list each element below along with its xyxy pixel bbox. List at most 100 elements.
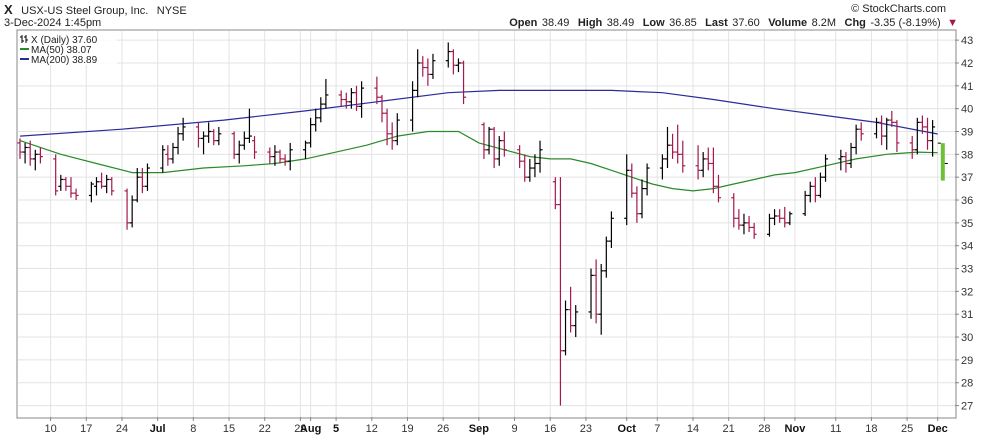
ohlc-bar (303, 140, 309, 159)
ohlc-bar (104, 174, 110, 194)
ohlc-bar (394, 113, 400, 146)
y-tick-label: 34 (961, 241, 973, 253)
ohlc-bar (338, 90, 344, 107)
ohlc-bar (838, 149, 844, 171)
legend-item-ma200: MA(200) 38.89 (20, 55, 98, 66)
ohlc-bar (73, 188, 79, 201)
quote-summary: Open 38.49 High 38.49 Low 36.85 Last 37.… (509, 13, 958, 30)
open-value: 38.49 (542, 17, 570, 29)
ohlc-bar (930, 120, 936, 157)
x-tick-label: Jul (150, 423, 166, 435)
y-tick-label: 27 (961, 401, 973, 413)
legend-item-ma50: MA(50) 38.07 (20, 45, 92, 56)
high-value: 38.49 (607, 17, 635, 29)
ohlc-bar (252, 136, 258, 159)
ohlc-bar (894, 120, 900, 153)
ohlc-bar (241, 131, 247, 150)
ohlc-bar (486, 126, 492, 155)
ohlc-bar (919, 115, 925, 134)
ohlc-bar (751, 222, 757, 239)
ohlc-bar (323, 78, 329, 109)
ohlc-bar (17, 138, 23, 159)
ohlc-bar (415, 49, 421, 98)
ohlc-bar (731, 193, 737, 228)
ohlc-bar (843, 152, 849, 173)
ohlc-bar (410, 81, 416, 132)
ohlc-bar (195, 122, 201, 148)
ohlc-bar (782, 206, 788, 228)
ohlc-bar (680, 140, 686, 173)
ohlc-bar (608, 211, 614, 248)
ma50-layer (19, 130, 938, 192)
ohlc-bar (889, 110, 895, 127)
x-tick-label: 29 (294, 423, 306, 435)
y-tick-label: 39 (961, 126, 973, 138)
ohlc-bar (766, 213, 772, 237)
volume-value: 8.2M (812, 17, 836, 29)
ohlc-bar (144, 163, 150, 191)
ohlc-bar (231, 131, 237, 159)
ohlc-bar (736, 209, 742, 230)
y-tick-label: 30 (961, 332, 973, 344)
low-value: 36.85 (669, 17, 697, 29)
ohlc-bar (379, 94, 385, 123)
high-label: High (578, 17, 603, 29)
x-tick-label: 7 (654, 423, 660, 435)
ticker-symbol: X (4, 2, 13, 17)
ohlc-bars (17, 42, 948, 406)
ohlc-bar (134, 168, 140, 203)
x-tick-label: 8 (190, 423, 196, 435)
ohlc-bar (175, 126, 181, 155)
ohlc-bar (715, 174, 721, 203)
ohlc-bar (170, 142, 176, 164)
y-tick-label: 38 (961, 149, 973, 161)
ohlc-bar (629, 163, 635, 198)
ohlc-bar (461, 60, 467, 105)
ohlc-bar (216, 126, 222, 146)
ohlc-bar (563, 300, 569, 356)
ohlc-bar (201, 131, 207, 155)
ohlc-bar (879, 115, 885, 146)
ohlc-bar (874, 117, 880, 139)
ohlc-bar (124, 188, 130, 230)
y-tick-label: 28 (961, 378, 973, 390)
y-tick-label: 36 (961, 195, 973, 207)
ohlc-bar (246, 108, 252, 143)
ohlc-bar (318, 97, 324, 123)
ohlc-bar (787, 211, 793, 226)
ohlc-bar (68, 177, 74, 198)
legend-item-price: X (Daily) 37.60 (20, 35, 98, 46)
chg-label: Chg (845, 17, 866, 29)
ohlc-bar (180, 117, 186, 141)
ohlc-bar (53, 154, 59, 196)
y-tick-label: 40 (961, 104, 973, 116)
x-tick-label: 16 (544, 423, 556, 435)
x-tick-label: Oct (618, 423, 637, 435)
ohlc-bar (522, 154, 528, 182)
ohlc-bar (802, 190, 808, 217)
ohlc-bar (664, 126, 670, 169)
svg-text:X USX-US Steel Group, Inc.: X USX-US Steel Group, Inc. NYSE (4, 1, 187, 18)
ohlc-bar (58, 174, 64, 191)
x-tick-label: 5 (333, 423, 339, 435)
copyright-text: © StockCharts.com (851, 3, 946, 15)
ohlc-bar (527, 158, 533, 182)
ohlc-bar (705, 147, 711, 171)
ohlc-bar (853, 124, 859, 155)
ohlc-bar (848, 142, 854, 169)
ohlc-bar (858, 122, 864, 141)
y-tick-label: 33 (961, 264, 973, 276)
ohlc-bar (552, 177, 558, 210)
company-name: USX-US Steel Group, Inc. (21, 5, 148, 17)
y-tick-label: 29 (961, 355, 973, 367)
ohlc-bar (777, 209, 783, 223)
ohlc-bar (481, 122, 487, 159)
ohlc-bar (430, 53, 436, 79)
last-bar (940, 143, 945, 181)
ohlc-bar (598, 263, 604, 335)
ohlc-bar (88, 181, 94, 203)
x-tick-label: 14 (687, 423, 699, 435)
ohlc-bar (445, 42, 451, 68)
ohlc-bar (425, 58, 431, 86)
grid (18, 31, 955, 417)
